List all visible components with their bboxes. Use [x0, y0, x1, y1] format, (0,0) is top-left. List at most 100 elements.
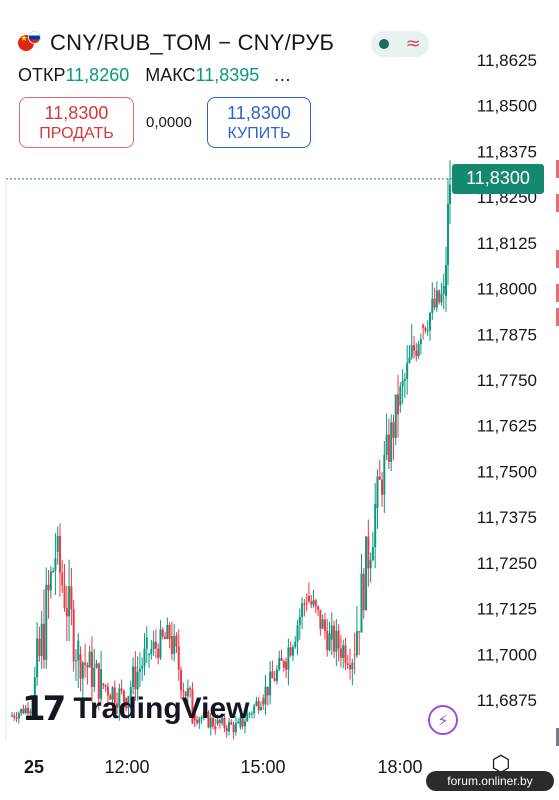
candle-body: [243, 721, 246, 727]
candle-body: [15, 717, 18, 719]
candle-body: [65, 608, 68, 617]
candle-body: [419, 339, 422, 345]
market-status-pill[interactable]: ≈: [371, 31, 429, 57]
tradingview-logo: 17 TradingView: [22, 692, 250, 726]
y-tick-label: 11,7375: [477, 508, 537, 527]
candle-body: [193, 712, 196, 721]
candle-body: [248, 713, 251, 715]
candle-body: [385, 434, 388, 455]
candle-body: [353, 654, 356, 656]
symbol-title[interactable]: CNY/RUB_TOM − CNY/РУБ: [50, 30, 335, 55]
candle-body: [106, 686, 109, 696]
candle-body: [161, 629, 164, 637]
candle-body: [323, 619, 326, 631]
candle-body: [118, 688, 121, 708]
candle-body: [88, 651, 91, 668]
candle-body: [255, 701, 258, 706]
right-edge-marks: [556, 160, 559, 746]
candle-body: [291, 647, 294, 656]
candle-body: [312, 600, 315, 605]
y-tick-label: 11,8000: [477, 280, 537, 299]
candle-body: [397, 394, 400, 415]
candle-body: [433, 298, 436, 308]
candle-body: [186, 688, 189, 697]
x-tick-label: 12:00: [104, 757, 149, 777]
candle-body: [296, 625, 299, 642]
y-tick-label: 11,8125: [477, 234, 537, 253]
candle-body: [182, 690, 185, 692]
candle-body: [342, 645, 345, 658]
candle-body: [168, 624, 171, 640]
candle-body: [360, 573, 363, 633]
right-edge-marker: [556, 308, 559, 326]
candle-body: [33, 677, 36, 706]
candle-body: [79, 654, 82, 679]
candle-body: [280, 657, 283, 661]
candle-body: [406, 362, 409, 379]
candle-body: [253, 705, 256, 714]
y-tick-label: 11,7625: [477, 417, 537, 436]
candle-body: [184, 691, 187, 697]
candle-body: [24, 708, 27, 714]
symbol-header[interactable]: CNY/RUB_TOM − CNY/РУБ: [18, 30, 334, 56]
candle-body: [326, 630, 329, 651]
candle-body: [232, 724, 235, 733]
candle-body: [104, 685, 107, 687]
lightning-icon[interactable]: ⚡: [428, 705, 458, 735]
candle-body: [351, 662, 354, 670]
candle-body: [191, 689, 194, 724]
candle-body: [225, 727, 228, 732]
settings-icon[interactable]: ⬡: [491, 752, 511, 777]
candle-body: [47, 584, 50, 591]
candle-body: [246, 713, 249, 722]
candle-body: [358, 631, 361, 633]
source-watermark: forum.onliner.by: [426, 771, 554, 791]
candle-body: [36, 638, 39, 678]
y-tick-label: 11,7875: [477, 325, 537, 344]
y-tick-label: 11,7500: [477, 462, 537, 481]
market-open-icon: [379, 39, 390, 49]
candle-body: [362, 573, 365, 611]
candle-body: [180, 669, 183, 691]
buy-button[interactable]: 11,8300 КУПИТЬ: [207, 97, 311, 148]
candle-body: [303, 603, 306, 605]
candle-body: [271, 671, 274, 679]
candle-body: [344, 645, 347, 664]
candle-body: [95, 663, 98, 668]
candle-body: [426, 330, 429, 332]
sell-button[interactable]: 11,8300 ПРОДАТЬ: [19, 97, 134, 148]
candle-body: [207, 711, 210, 728]
candle-body: [282, 660, 285, 668]
candle-body: [381, 479, 384, 495]
candle-body: [90, 651, 93, 687]
more-ellipsis[interactable]: …: [273, 65, 292, 85]
candle-body: [335, 630, 338, 652]
candlestick-series: [11, 160, 451, 740]
candle-body: [122, 690, 125, 703]
candle-body: [42, 623, 45, 660]
candle-body: [202, 711, 205, 718]
candle-body: [387, 434, 390, 462]
candle-body: [310, 601, 313, 605]
candle-body: [164, 636, 167, 639]
candle-body: [438, 290, 441, 303]
candle-body: [445, 264, 447, 296]
candle-body: [383, 454, 386, 495]
sell-label: ПРОДАТЬ: [39, 124, 114, 142]
candle-body: [17, 713, 20, 719]
open-label: ОТКР: [18, 65, 66, 85]
candle-body: [145, 637, 148, 649]
candle-body: [102, 683, 105, 686]
candle-body: [410, 345, 413, 358]
candle-body: [285, 661, 288, 670]
candle-body: [159, 629, 162, 658]
candle-body: [317, 606, 320, 610]
candle-body: [134, 666, 137, 690]
candle-body: [346, 663, 349, 665]
candle-body: [440, 294, 443, 303]
candle-body: [209, 717, 212, 728]
candle-body: [29, 711, 32, 714]
candle-body: [321, 619, 324, 629]
candle-body: [93, 667, 96, 687]
